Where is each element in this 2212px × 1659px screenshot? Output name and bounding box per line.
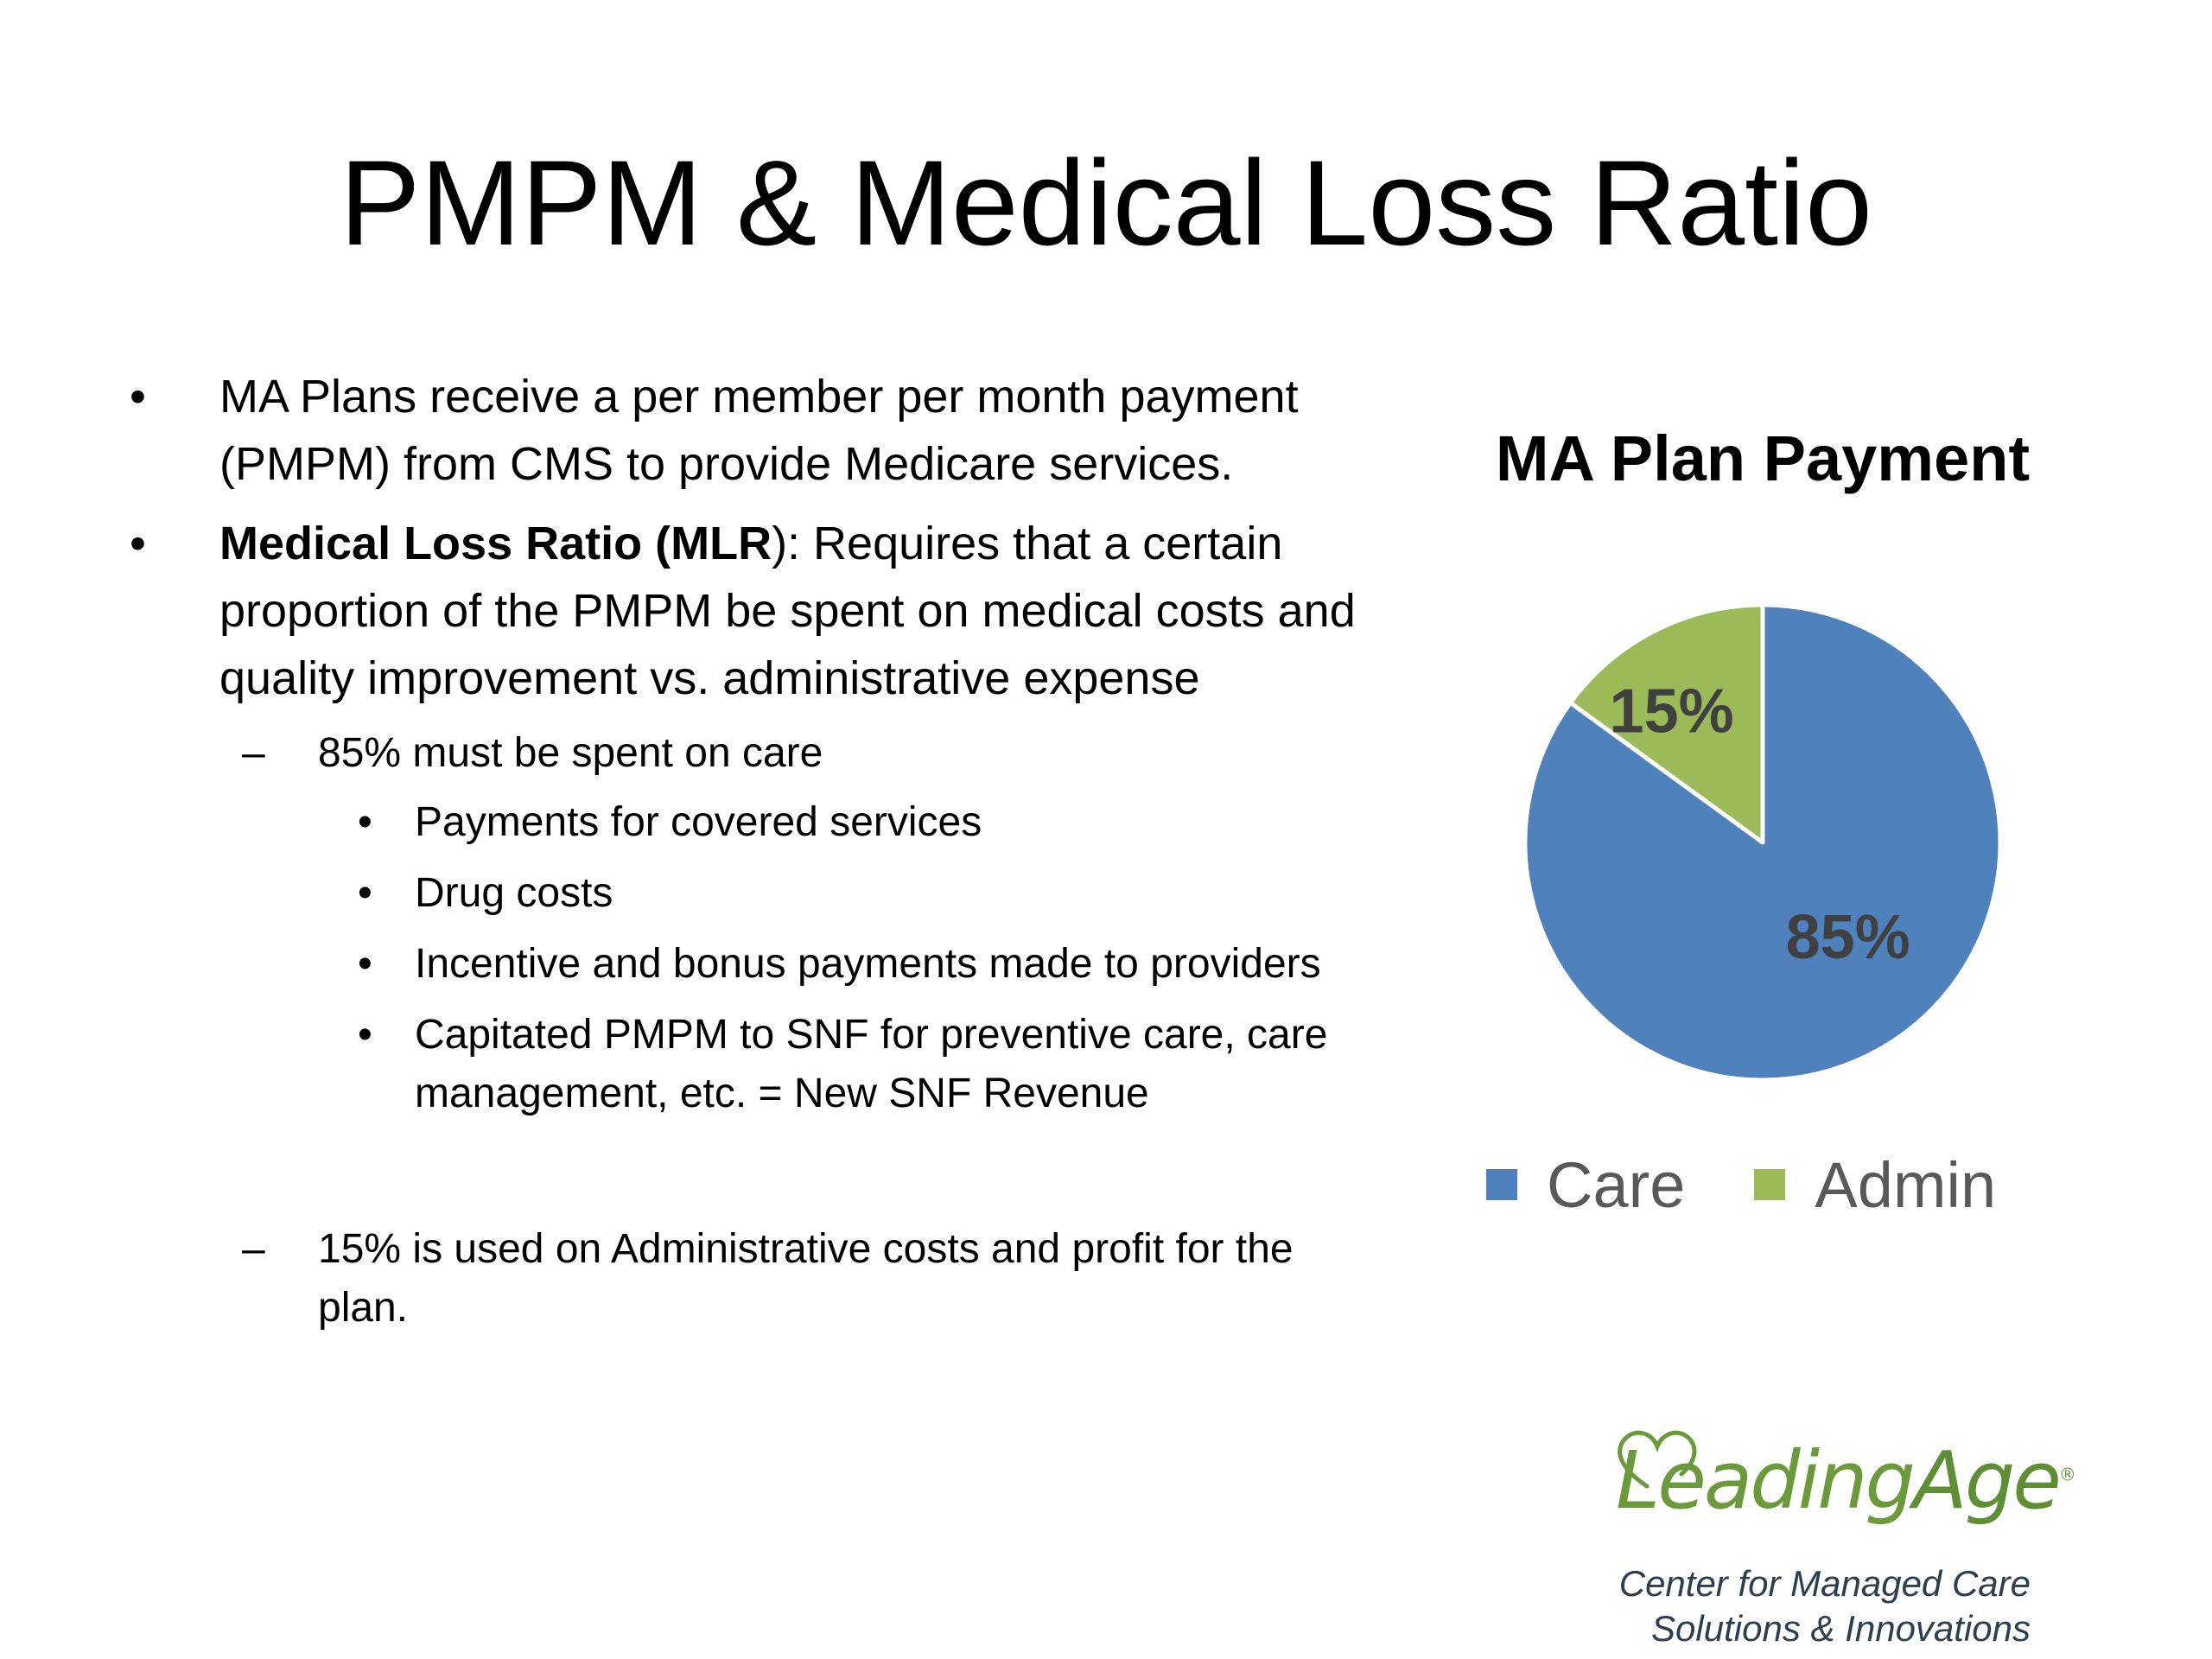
sub-sub-item: • Capitated PMPM to SNF for preventive c… xyxy=(130,1006,1357,1123)
sub-sub-item-text: Drug costs xyxy=(415,870,613,916)
sub-item-text: 85% must be spent on care xyxy=(318,730,823,776)
bullet-marker: • xyxy=(358,799,372,845)
bullet-list: • MA Plans receive a per member per mont… xyxy=(130,363,1357,1348)
bullet-marker: • xyxy=(358,870,372,916)
dash-marker: – xyxy=(242,730,265,776)
pie-slice-admin xyxy=(1568,602,1765,845)
registered-mark: ® xyxy=(2058,1464,2076,1485)
mlr-definition: ): Requires that a certain proportion of… xyxy=(219,518,1356,704)
data-label-care: 85% xyxy=(1786,903,1910,972)
legend-label-admin: Admin xyxy=(1815,1148,1997,1221)
sub-sub-item-text: Capitated PMPM to SNF for preventive car… xyxy=(415,1012,1328,1116)
sub-sub-item: • Payments for covered services xyxy=(130,793,1357,852)
sub-sub-item: • Incentive and bonus payments made to p… xyxy=(130,935,1357,994)
pie-chart: 85% 15% xyxy=(1522,602,2003,1083)
data-label-admin: 15% xyxy=(1610,677,1734,746)
legend-swatch-care xyxy=(1486,1169,1517,1200)
heart-icon xyxy=(1618,1430,1697,1489)
bullet-marker: • xyxy=(358,941,372,987)
bullet-text: MA Plans receive a per member per month … xyxy=(219,371,1299,490)
bullet-marker: • xyxy=(130,371,146,423)
sub-sub-item-text: Payments for covered services xyxy=(415,799,982,845)
spacer xyxy=(130,1135,1357,1218)
dash-marker: – xyxy=(242,1226,265,1272)
sub-item-admin: – 15% is used on Administrative costs an… xyxy=(130,1220,1357,1338)
legend-item-admin: Admin xyxy=(1754,1148,1996,1222)
slide-title: PMPM & Medical Loss Ratio xyxy=(340,135,1872,270)
bullet-item-pmpm: • MA Plans receive a per member per mont… xyxy=(130,363,1357,498)
leadingage-logo: LeadingAge® Center for Managed Care Solu… xyxy=(1607,1426,2076,1650)
logo-subtitle-line1: Center for Managed Care xyxy=(1618,1563,2031,1604)
mlr-term: Medical Loss Ratio (MLR xyxy=(219,518,772,569)
logo-word-age: Age xyxy=(1912,1434,2062,1527)
chart-title: MA Plan Payment xyxy=(1495,423,2031,494)
bullet-marker: • xyxy=(130,518,146,569)
legend-swatch-admin xyxy=(1754,1169,1786,1200)
bullet-marker: • xyxy=(358,1012,372,1058)
legend-label-care: Care xyxy=(1547,1148,1686,1221)
logo-wordmark: LeadingAge® xyxy=(1616,1441,2076,1521)
sub-item-care: – 85% must be spent on care xyxy=(130,724,1357,783)
sub-item-text: 15% is used on Administrative costs and … xyxy=(318,1226,1294,1331)
logo-subtitle-line2: Solutions & Innovations xyxy=(1651,1608,2031,1649)
bullet-item-mlr: • Medical Loss Ratio (MLR): Requires tha… xyxy=(130,510,1357,712)
sub-sub-item-text: Incentive and bonus payments made to pro… xyxy=(415,941,1321,987)
chart-legend: Care Admin xyxy=(1486,1146,2065,1224)
sub-sub-item: • Drug costs xyxy=(130,864,1357,923)
logo-word-leading: Leading xyxy=(1616,1434,1916,1527)
legend-item-care: Care xyxy=(1486,1148,1685,1222)
